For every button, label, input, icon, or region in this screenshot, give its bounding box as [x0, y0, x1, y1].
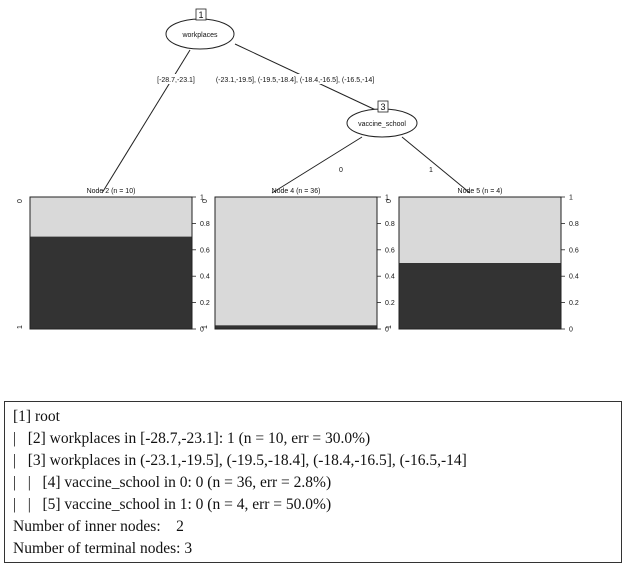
- left-axis-label-bottom-1: 1: [17, 325, 24, 329]
- output-line-inner-nodes: Number of inner nodes: 2: [13, 518, 184, 535]
- terminal-bar-class1-1: [30, 236, 192, 329]
- terminal-bar-class1-3: [399, 263, 561, 329]
- left-axis-label-bottom-3: 1: [386, 325, 393, 329]
- edge-node3-to-node5: [401, 136, 471, 194]
- edge-label-left: [-28.7,-23.1]: [157, 77, 195, 84]
- output-line-terminal-nodes: Number of terminal nodes: 3: [13, 540, 193, 557]
- edge-root-to-node2: [101, 49, 191, 194]
- right-axis-label-3-0: 1: [569, 195, 573, 202]
- right-axis-label-2-2: 0.6: [385, 247, 395, 254]
- tree-diagram: [-28.7,-23.1] (-23.1,-19.5], (-19.5,-18.…: [17, 8, 579, 334]
- output-line-node2: | [2] workplaces in [-28.7,-23.1]: 1 (n …: [13, 430, 371, 447]
- terminal-bar-class1-2: [215, 325, 377, 329]
- right-axis-label-3-1: 0.8: [569, 221, 579, 228]
- right-axis-label-2-1: 0.8: [385, 221, 395, 228]
- output-line-root: [1] root: [13, 408, 60, 425]
- edge-label-zero: 0: [339, 167, 343, 174]
- terminal-bar-class0-3: [399, 197, 561, 263]
- output-line-node4: | | [4] vaccine_school in 0: 0 (n = 36, …: [13, 474, 332, 491]
- node-id-box-1: [195, 8, 207, 21]
- node-vaccine-school-label: vaccine_school: [358, 121, 406, 128]
- right-axis-label-3-5: 0: [569, 327, 573, 334]
- left-axis-label-top-2: 0: [202, 199, 209, 203]
- right-axis-label-3-2: 0.6: [569, 247, 579, 254]
- edge-node3-to-node4: [271, 136, 363, 194]
- right-axis-label-2-3: 0.4: [385, 274, 395, 281]
- right-axis-label-2-0: 1: [385, 195, 389, 202]
- right-axis-label-1-4: 0.2: [200, 300, 210, 307]
- right-axis-label-1-3: 0.4: [200, 274, 210, 281]
- terminal-bar-class0-2: [215, 197, 377, 326]
- left-axis-label-bottom-2: 1: [202, 325, 209, 329]
- left-axis-label-top-1: 0: [17, 199, 24, 203]
- right-axis-label-3-3: 0.4: [569, 274, 579, 281]
- edge-label-right: (-23.1,-19.5], (-19.5,-18.4], (-18.4,-16…: [216, 77, 374, 84]
- right-axis-label-1-0: 1: [200, 195, 204, 202]
- node-id-box-3: [377, 100, 389, 113]
- output-line-node3: | [3] workplaces in (-23.1,-19.5], (-19.…: [13, 452, 467, 469]
- output-line-node5: | | [5] vaccine_school in 1: 0 (n = 4, e…: [13, 496, 332, 513]
- left-axis-label-top-3: 0: [386, 199, 393, 203]
- right-axis-label-1-1: 0.8: [200, 221, 210, 228]
- right-axis-label-1-2: 0.6: [200, 247, 210, 254]
- right-axis-label-2-4: 0.2: [385, 300, 395, 307]
- terminal-title-2: Node 4 (n = 36): [272, 188, 321, 195]
- node-id-3: 3: [380, 102, 385, 112]
- edge-label-one: 1: [429, 167, 433, 174]
- right-axis-label-2-5: 0: [385, 327, 389, 334]
- node-workplaces-label: workplaces: [181, 32, 218, 39]
- right-axis-label-1-5: 0: [200, 327, 204, 334]
- node-id-1: 1: [198, 10, 203, 20]
- right-axis-label-3-4: 0.2: [569, 300, 579, 307]
- terminal-bar-class0-1: [30, 197, 192, 237]
- terminal-title-1: Node 2 (n = 10): [87, 188, 136, 195]
- terminal-title-3: Node 5 (n = 4): [458, 188, 503, 195]
- model-print-output: [1] root | [2] workplaces in [-28.7,-23.…: [4, 401, 622, 563]
